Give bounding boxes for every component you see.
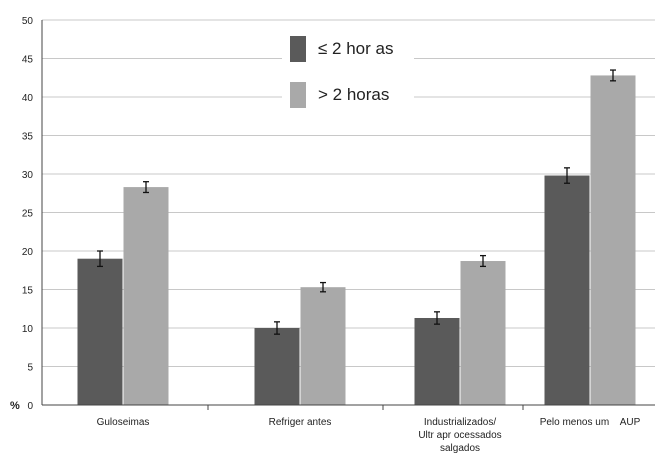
category-label-line: Industrializados/	[424, 417, 496, 428]
bar	[254, 328, 300, 405]
bar	[544, 175, 590, 405]
y-tick-labels: 0 5 10 15 20 25 30 35 40 45 50%	[10, 16, 33, 412]
category-label-line: Ultr apr ocessados	[418, 430, 501, 441]
category-label-line: Guloseimas	[97, 417, 150, 428]
legend-label: ≤ 2 hor as	[318, 39, 393, 58]
category-label-line: salgados	[440, 443, 480, 454]
legend: ≤ 2 hor as > 2 horas	[282, 28, 414, 110]
y-tick-label: 45	[22, 55, 34, 66]
y-tick-label: 0	[27, 401, 33, 412]
y-tick-label: 30	[22, 170, 34, 181]
bar	[123, 187, 169, 405]
y-tick-label: 40	[22, 93, 34, 104]
axes	[41, 20, 655, 410]
bar	[300, 287, 346, 405]
bar	[460, 261, 506, 405]
bars	[77, 69, 636, 405]
y-tick-label: 15	[22, 286, 34, 297]
category-label: Refriger antes	[269, 417, 332, 428]
y-tick-label: 20	[22, 247, 34, 258]
category-label: Guloseimas	[97, 417, 150, 428]
bar	[77, 258, 123, 405]
category-labels: Guloseimas Refriger antes Industrializados…	[97, 417, 641, 454]
category-label-line: Pelo menos um AUP	[540, 417, 641, 428]
legend-swatch	[290, 82, 306, 108]
category-label: Pelo menos um AUP	[540, 417, 641, 428]
bar	[414, 317, 460, 405]
y-tick-label: 25	[22, 209, 34, 220]
y-tick-label: 5	[27, 363, 33, 374]
legend-label: > 2 horas	[318, 85, 389, 104]
category-label: Industrializados/Ultr apr ocessados salga…	[418, 417, 501, 454]
bar	[590, 75, 636, 405]
y-tick-label: 50	[22, 16, 34, 27]
y-tick-label: 35	[22, 132, 34, 143]
category-label-line: Refriger antes	[269, 417, 332, 428]
y-tick-label: 10	[22, 324, 34, 335]
y-axis-unit-label: %	[10, 400, 20, 412]
legend-swatch	[290, 36, 306, 62]
